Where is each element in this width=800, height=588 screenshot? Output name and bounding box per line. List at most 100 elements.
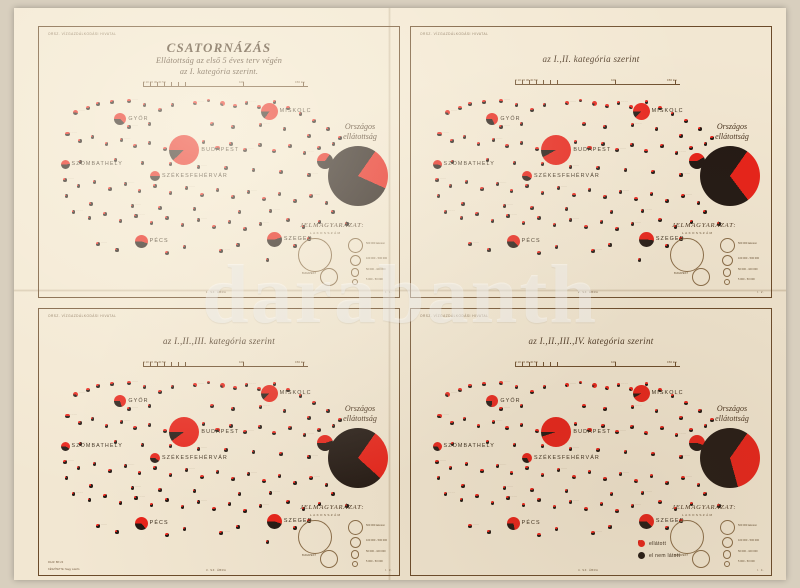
town-label: ······ xyxy=(645,490,652,493)
town-label: ······ xyxy=(623,471,630,474)
town-symbol xyxy=(520,141,524,145)
city-symbol-szombathely xyxy=(60,159,70,169)
town-symbol xyxy=(324,201,328,205)
town-symbol xyxy=(587,470,591,474)
town-symbol xyxy=(286,218,291,222)
town-symbol xyxy=(624,450,628,454)
city-label-pécs: PÉCS xyxy=(149,238,169,244)
scale-label-mid: 100 xyxy=(239,360,245,364)
key-row-1[interactable]: el nem látott xyxy=(638,552,680,559)
town-symbol xyxy=(196,218,200,222)
city-label-pécs: PÉCS xyxy=(521,520,541,526)
town-symbol xyxy=(540,473,545,477)
panel-1-corner-no: I. 1. xyxy=(385,290,392,294)
city-label-budapest: BUDAPEST xyxy=(573,147,612,153)
town-symbol xyxy=(641,491,645,495)
town-symbol xyxy=(461,484,465,488)
town-label: ······ xyxy=(503,406,511,409)
town-symbol xyxy=(258,504,263,508)
town-symbol xyxy=(224,166,228,170)
hungary-outline xyxy=(46,366,392,566)
scale-tick xyxy=(536,362,537,367)
city-symbol-budapest xyxy=(541,135,572,165)
town-label: ······ xyxy=(619,147,627,150)
town-symbol xyxy=(331,492,335,496)
town-symbol xyxy=(630,425,634,429)
town-symbol xyxy=(665,526,669,530)
town-symbol xyxy=(450,139,454,143)
panel-4-office-stamp: ORSZ. VÍZGAZDÁLKODÁSI HIVATAL xyxy=(420,314,489,318)
town-symbol xyxy=(633,478,639,484)
town-symbol xyxy=(443,210,448,214)
town-label: ······ xyxy=(621,382,628,385)
town-symbol xyxy=(78,139,82,143)
scale-tick xyxy=(615,80,616,85)
town-symbol xyxy=(104,142,109,146)
town-symbol xyxy=(468,242,472,246)
city-symbol-budapest xyxy=(169,135,200,165)
town-symbol xyxy=(703,424,707,428)
town-symbol xyxy=(258,425,262,429)
town-label: ······ xyxy=(645,208,652,211)
legend-size-circle-0 xyxy=(719,520,735,535)
town-symbol xyxy=(184,468,188,472)
town-symbol xyxy=(231,195,235,199)
town-symbol xyxy=(193,489,197,493)
legend-size-circle-0 xyxy=(347,238,363,253)
town-label: ······ xyxy=(138,495,145,498)
town-symbol xyxy=(571,193,576,197)
legend-size-label-1: 100 000 - 500 000 xyxy=(738,538,760,542)
town-symbol xyxy=(689,428,694,432)
town-label: ······ xyxy=(450,109,458,112)
city-label-budapest: BUDAPEST xyxy=(201,147,240,153)
town-symbol xyxy=(684,119,689,123)
town-symbol xyxy=(530,488,534,492)
town-symbol xyxy=(210,122,214,126)
town-symbol xyxy=(165,216,169,220)
scale-tick xyxy=(178,362,179,367)
city-label-szeged: SZEGED xyxy=(283,518,313,524)
town-symbol xyxy=(303,151,307,155)
city-symbol-miskolc xyxy=(632,102,650,120)
city-label-székesfehérvár: SZÉKESFEHÉRVÁR xyxy=(533,173,600,179)
town-symbol xyxy=(476,142,481,146)
town-symbol xyxy=(689,502,694,506)
town-symbol xyxy=(193,207,197,211)
town-symbol xyxy=(308,194,313,198)
town-symbol xyxy=(89,484,93,488)
town-symbol xyxy=(499,125,503,129)
town-symbol xyxy=(79,442,83,446)
town-symbol xyxy=(123,182,128,186)
scale-tick xyxy=(550,362,551,367)
town-symbol xyxy=(113,440,117,444)
legend-size-circle-budapest xyxy=(670,238,704,272)
town-symbol xyxy=(535,429,540,433)
key-label-1: el nem látott xyxy=(649,552,681,559)
town-symbol xyxy=(679,134,683,138)
town-label: ······ xyxy=(223,248,230,251)
key-row-0[interactable]: ellátott xyxy=(638,540,666,547)
town-symbol xyxy=(65,194,69,198)
town-symbol xyxy=(269,491,273,495)
town-symbol xyxy=(443,492,448,496)
legend-size-circle-2 xyxy=(722,550,732,559)
town-label: ······ xyxy=(560,185,568,188)
town-label: ······ xyxy=(83,441,90,444)
town-label: ······ xyxy=(500,181,507,184)
town-label: ······ xyxy=(560,467,568,470)
town-symbol xyxy=(564,100,569,106)
town-symbol xyxy=(65,413,70,419)
town-symbol xyxy=(495,182,500,186)
panel-2-frame xyxy=(410,26,772,298)
panel-2-legend: JELMAGYARÁZAT: LAKOSSZÁM BUDAPEST 500 000 l… xyxy=(668,222,768,294)
town-symbol xyxy=(437,413,442,419)
city-symbol-debrecen xyxy=(688,435,705,451)
national-label-line2: ellátottság xyxy=(343,414,377,423)
panel-3-figure-no: 3. SZ. ÁBRA xyxy=(206,568,227,572)
town-symbol xyxy=(505,426,510,430)
fold-crease-horizontal xyxy=(14,289,786,292)
legend-size-circle-3 xyxy=(723,278,731,285)
town-symbol xyxy=(437,476,441,480)
panel-2-office-stamp: ORSZ. VÍZGAZDÁLKODÁSI HIVATAL xyxy=(420,32,489,36)
scale-tick xyxy=(143,362,144,367)
